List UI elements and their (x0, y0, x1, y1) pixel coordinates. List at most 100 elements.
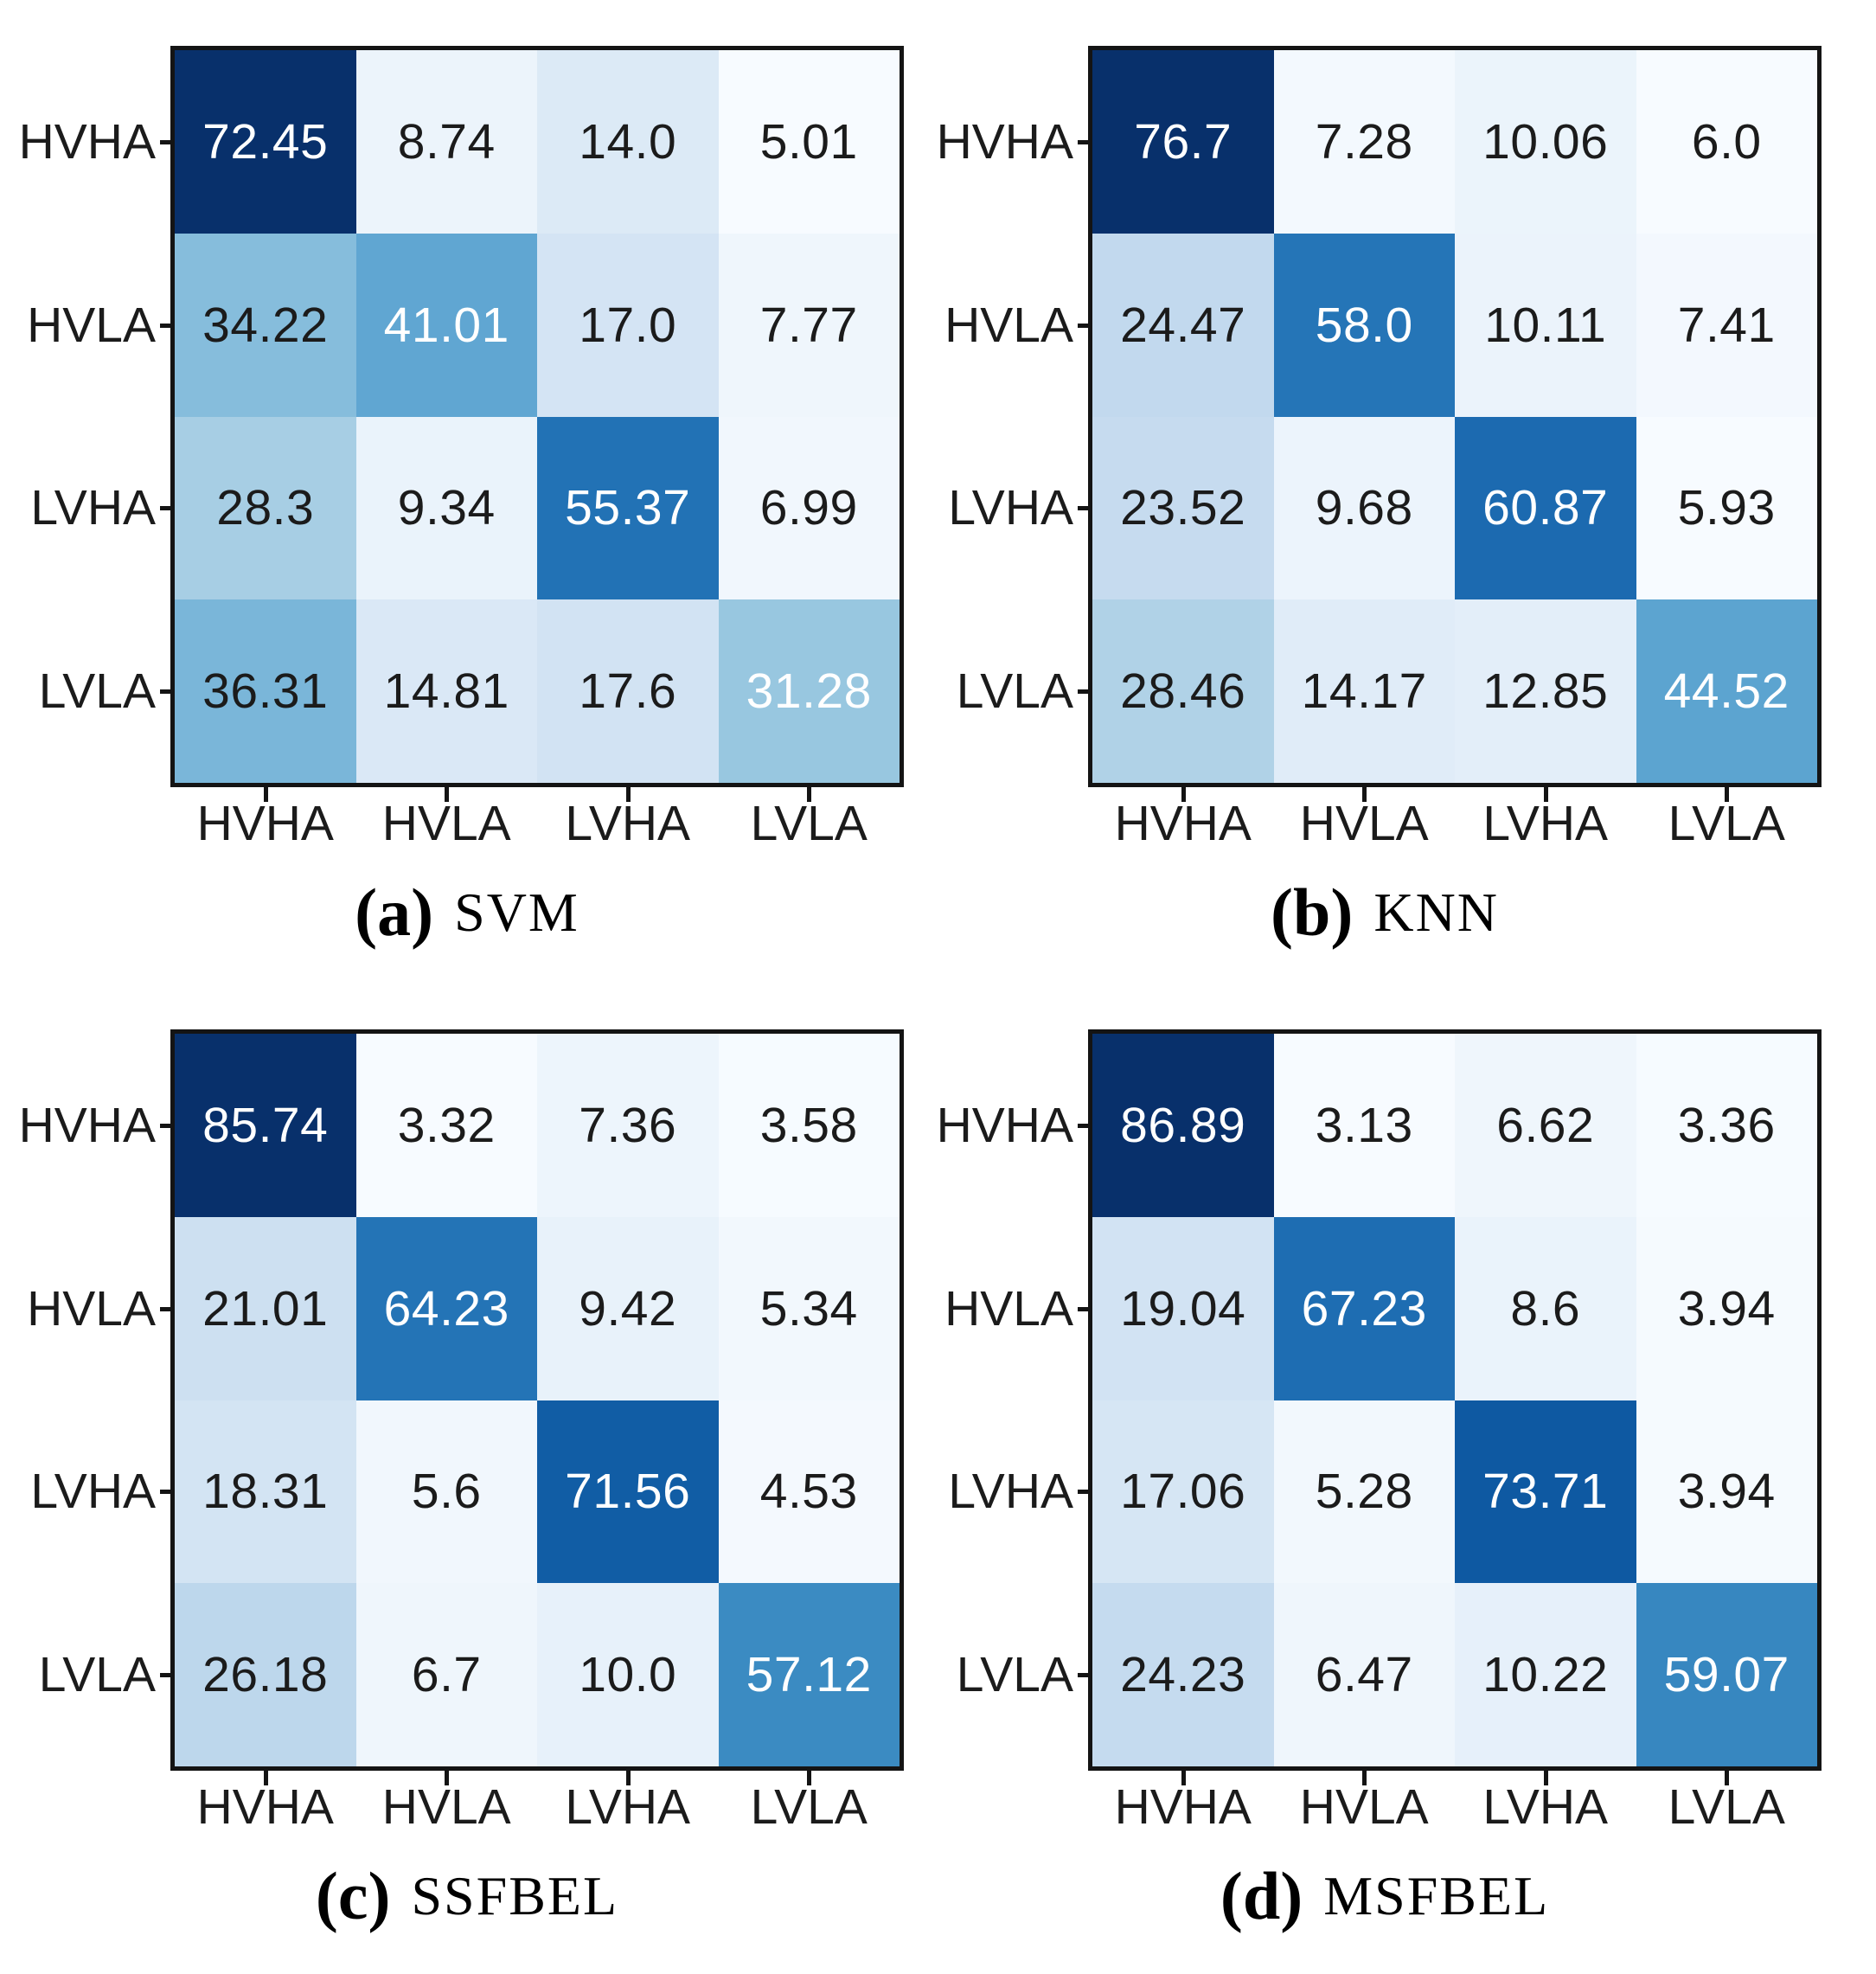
heatmap-cell: 44.52 (1636, 599, 1817, 783)
caption-method-label: SSFBEL (411, 1865, 619, 1926)
x-axis-tick (1181, 787, 1186, 802)
x-axis-tick (807, 787, 812, 802)
x-axis-label: LVHA (565, 796, 691, 851)
y-axis-label: HVLA (944, 1280, 1073, 1336)
y-axis-tick (1078, 506, 1092, 511)
heatmap-cell: 9.68 (1273, 416, 1455, 600)
x-axis-tick (445, 787, 450, 802)
y-axis-tick (1078, 1123, 1092, 1128)
y-axis-label: HVHA (936, 1097, 1073, 1153)
heatmap-cell: 14.17 (1273, 599, 1455, 783)
x-axis-label: HVHA (196, 1779, 334, 1835)
y-axis-label: HVLA (944, 297, 1073, 353)
y-axis-label: LVHA (30, 480, 156, 536)
heatmap-cell: 8.6 (1455, 1216, 1636, 1400)
heatmap-cell: 5.34 (718, 1216, 900, 1400)
heatmap-cell: 21.01 (175, 1216, 356, 1400)
y-axis-tick (1078, 1490, 1092, 1495)
heatmap-cell: 8.74 (355, 50, 537, 234)
y-axis-label: HVHA (18, 1097, 156, 1153)
heatmap-cell: 76.7 (1092, 50, 1274, 234)
y-axis-tick (160, 1673, 175, 1678)
heatmap-cell: 3.94 (1636, 1216, 1817, 1400)
heatmap-cell: 12.85 (1455, 599, 1636, 783)
heatmap-cell: 6.99 (718, 416, 900, 600)
y-axis-tick (1078, 139, 1092, 144)
heatmap-msfbel: 86.89 3.13 6.62 3.36 19.04 67.23 8.6 3.94 17.06 5… (1088, 1029, 1822, 1771)
heatmap-cell: 17.06 (1092, 1400, 1274, 1584)
x-axis-label: HVLA (381, 796, 511, 851)
y-axis-label: LVHA (948, 480, 1073, 536)
heatmap-cell: 72.45 (175, 50, 356, 234)
heatmap-cell: 17.6 (537, 599, 719, 783)
y-axis-tick (160, 689, 175, 695)
x-axis-tick (263, 787, 268, 802)
heatmap-cell: 24.47 (1092, 233, 1274, 417)
x-axis-label: HVLA (1299, 1779, 1429, 1835)
y-axis-tick (1078, 689, 1092, 695)
x-axis-label: LVLA (750, 1779, 868, 1835)
x-axis-tick (1725, 1771, 1730, 1785)
x-axis-label: HVHA (1114, 796, 1252, 851)
x-axis-tick (625, 1771, 631, 1785)
heatmap-cell: 60.87 (1455, 416, 1636, 600)
heatmap-cell: 36.31 (175, 599, 356, 783)
x-axis-tick (1362, 787, 1367, 802)
x-axis-label: LVHA (565, 1779, 691, 1835)
heatmap-cell: 10.0 (537, 1583, 719, 1766)
y-axis-tick (160, 1306, 175, 1311)
x-axis-tick (263, 1771, 268, 1785)
heatmap-cell: 71.56 (537, 1400, 719, 1584)
heatmap-cell: 55.37 (537, 416, 719, 600)
y-axis-label: LVLA (956, 1647, 1073, 1703)
x-axis-label: HVLA (1299, 796, 1429, 851)
heatmap-cell: 17.0 (537, 233, 719, 417)
heatmap-cell: 7.41 (1636, 233, 1817, 417)
y-axis-tick (160, 1123, 175, 1128)
heatmap-cell: 58.0 (1273, 233, 1455, 417)
heatmap-cell: 3.58 (718, 1034, 900, 1217)
x-axis-tick (1543, 1771, 1548, 1785)
caption-method-label: KNN (1373, 881, 1499, 943)
heatmap-ssfbel: 85.74 3.32 7.36 3.58 21.01 64.23 9.42 5.34 18.31… (170, 1029, 904, 1771)
heatmap-cell: 9.34 (355, 416, 537, 600)
heatmap-cell: 57.12 (718, 1583, 900, 1766)
heatmap-cell: 14.0 (537, 50, 719, 234)
heatmap-cell: 10.06 (1455, 50, 1636, 234)
x-axis-label: LVLA (1668, 796, 1785, 851)
heatmap-cell: 7.77 (718, 233, 900, 417)
y-axis-tick (160, 139, 175, 144)
y-axis-tick (160, 506, 175, 511)
caption-index-label: (b) (1271, 875, 1354, 950)
heatmap-cell: 86.89 (1092, 1034, 1274, 1217)
panel-caption: (c) SSFBEL (0, 1849, 934, 1944)
x-axis-label: HVLA (381, 1779, 511, 1835)
y-axis-label: LVHA (948, 1464, 1073, 1520)
heatmap-cell: 41.01 (355, 233, 537, 417)
heatmap-cell: 59.07 (1636, 1583, 1817, 1766)
heatmap-cell: 7.36 (537, 1034, 719, 1217)
heatmap-cell: 6.7 (355, 1583, 537, 1766)
x-axis-label: LVLA (750, 796, 868, 851)
caption-index-label: (c) (315, 1858, 391, 1933)
y-axis-label: HVLA (27, 297, 156, 353)
heatmap-cell: 64.23 (355, 1216, 537, 1400)
heatmap-cell: 73.71 (1455, 1400, 1636, 1584)
heatmap-cell: 6.0 (1636, 50, 1817, 234)
x-axis-label: HVHA (196, 796, 334, 851)
heatmap-cell: 6.62 (1455, 1034, 1636, 1217)
caption-index-label: (a) (355, 875, 434, 950)
heatmap-svm: 72.45 8.74 14.0 5.01 34.22 41.01 17.0 7.77 28.3 9… (170, 46, 904, 787)
x-axis-tick (1543, 787, 1548, 802)
y-axis-label: HVHA (18, 113, 156, 170)
panel-caption: (d) MSFBEL (918, 1849, 1852, 1944)
x-axis-tick (625, 787, 631, 802)
y-axis-label: LVLA (956, 663, 1073, 720)
heatmap-cell: 67.23 (1273, 1216, 1455, 1400)
y-axis-tick (160, 323, 175, 328)
heatmap-cell: 28.46 (1092, 599, 1274, 783)
x-axis-label: LVHA (1482, 796, 1609, 851)
x-axis-label: HVHA (1114, 1779, 1252, 1835)
panel-caption: (a) SVM (0, 865, 934, 960)
